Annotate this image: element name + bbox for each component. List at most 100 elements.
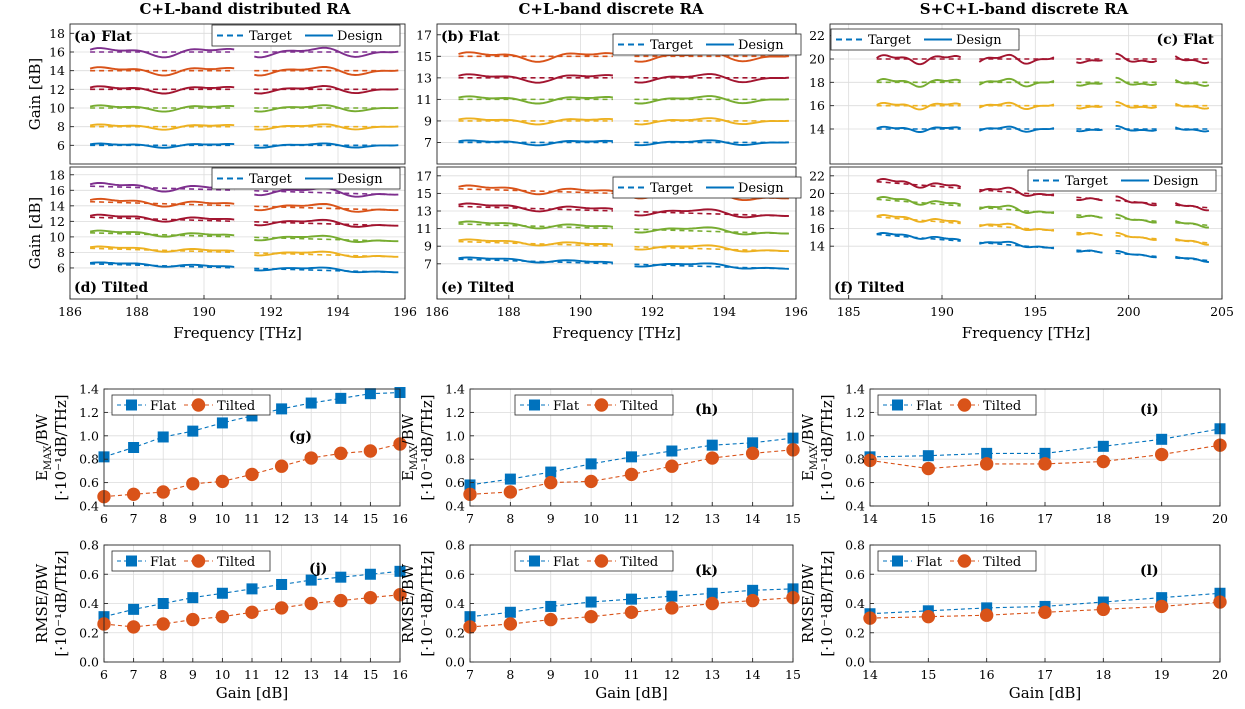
design-line-f-2-4 [1174, 219, 1210, 229]
y-tick-label-d-0: 6 [57, 260, 65, 275]
y-tick-label-i-2: 0.8 [845, 452, 865, 467]
design-line-c-2-1 [978, 77, 1055, 88]
y-tick-label-e-1: 9 [424, 239, 432, 254]
x-tick-label-j-10: 16 [392, 667, 408, 682]
design-line-e-1-0 [458, 238, 614, 247]
x-tick-label-g-2: 8 [159, 511, 167, 526]
point-g-flat-8 [335, 392, 347, 404]
design-line-c-2-3 [1115, 76, 1158, 86]
point-j-tilted-8 [334, 593, 348, 608]
legend-tilted-label-j: Tilted [217, 555, 255, 570]
y-tick-label-j-0: 0.0 [79, 655, 99, 670]
panel-j: 6 7 8 9 10 11 12 13 14 15 16 0.0 0.2 0.4 0.6 0.8 RMSE/BW… [33, 538, 408, 703]
design-line-c-0-2 [1076, 128, 1103, 133]
x-tick-label-e-1: 188 [497, 304, 521, 319]
point-j-tilted-4 [215, 609, 230, 624]
y-tick-label-b-3: 13 [416, 70, 432, 85]
panel-label-b: (b) Flat [441, 29, 500, 45]
y-tick-label-d-4: 14 [49, 198, 65, 213]
design-line-f-3-3 [1115, 195, 1157, 207]
x-axis-label-k: Gain [dB] [595, 684, 667, 702]
panel-label-a: (a) Flat [74, 29, 133, 45]
legend-a: Target Design [211, 24, 401, 47]
x-tick-label-g-5: 11 [244, 511, 260, 526]
design-line-b-0-1 [634, 139, 789, 147]
point-k-flat-6 [706, 587, 718, 599]
x-tick-label-f-4: 205 [1210, 304, 1234, 319]
target-line-e-2-0 [458, 223, 613, 230]
design-line-c-2-0 [876, 78, 962, 88]
y-axis-label-main-j: RMSE/BW [33, 563, 51, 643]
legend-tilted-marker-g [191, 398, 206, 412]
design-line-a-5-0 [89, 47, 235, 59]
x-tick-label-i-4: 18 [1095, 511, 1111, 526]
legend-tilted-label-h: Tilted [620, 399, 658, 414]
point-j-flat-7 [305, 574, 317, 586]
x-axis-label-l: Gain [dB] [1009, 684, 1081, 702]
point-g-flat-9 [364, 388, 376, 400]
x-tick-label-l-1: 15 [920, 667, 936, 682]
y-tick-label-d-3: 12 [49, 214, 65, 229]
y-tick-label-e-0: 7 [424, 256, 432, 271]
design-line-b-3-0 [458, 73, 613, 84]
point-j-flat-8 [335, 571, 347, 583]
series-line-g-flat [103, 391, 401, 458]
x-tick-label-h-0: 7 [466, 511, 474, 526]
x-tick-label-g-4: 10 [214, 511, 230, 526]
y-tick-label-k-1: 0.2 [445, 625, 465, 640]
design-line-e-0-0 [458, 256, 613, 264]
legend-flat-marker-h [529, 399, 540, 411]
legend-tilted-marker-k [594, 554, 609, 568]
design-line-c-1-0 [876, 101, 961, 111]
x-tick-label-f-2: 195 [1023, 304, 1047, 319]
y-tick-label-g-0: 0.4 [79, 499, 99, 514]
design-line-b-2-1 [634, 95, 789, 105]
x-tick-label-f-3: 200 [1117, 304, 1141, 319]
point-j-flat-1 [128, 603, 140, 615]
x-tick-label-l-3: 17 [1037, 667, 1053, 682]
plot-area-a [70, 24, 405, 164]
design-line-f-0-0 [876, 232, 962, 242]
y-tick-label-a-5: 16 [49, 45, 65, 60]
point-h-tilted-4 [624, 467, 639, 482]
design-line-f-1-2 [1076, 232, 1103, 237]
target-line-d-4-0 [90, 200, 235, 207]
y-tick-label-k-4: 0.8 [445, 538, 465, 553]
y-tick-label-f-4: 22 [809, 168, 825, 183]
y-tick-label-e-3: 13 [416, 204, 432, 219]
legend-k: Flat Tilted [514, 550, 674, 572]
x-tick-label-j-1: 7 [130, 667, 138, 682]
column-title-1: C+L-band distributed RA [140, 0, 351, 18]
design-line-f-2-0 [876, 196, 962, 206]
legend-i: Flat Tilted [877, 394, 1037, 416]
target-line-f-3-1 [979, 188, 1055, 197]
point-g-flat-2 [157, 431, 169, 443]
x-tick-label-l-0: 14 [862, 667, 878, 682]
y-axis-label-main-k: RMSE/BW [399, 563, 417, 643]
design-line-e-1-1 [634, 244, 789, 253]
point-h-flat-6 [706, 439, 718, 451]
legend-flat-label-j: Flat [150, 555, 177, 570]
point-j-flat-6 [276, 578, 288, 590]
y-tick-label-d-6: 18 [49, 167, 65, 182]
y-axis-label-k: RMSE/BW [·10⁻¹dB/THz] [399, 550, 436, 656]
axes-box-e [436, 166, 797, 300]
x-tick-label-l-4: 18 [1095, 667, 1111, 682]
y-tick-label-f-3: 20 [809, 186, 825, 201]
y-axis-label-i: EMAX/BW [·10⁻¹dB/THz] [799, 394, 836, 500]
design-line-c-1-3 [1115, 100, 1158, 109]
y-tick-label-h-5: 1.4 [445, 382, 465, 397]
design-line-e-3-0 [458, 202, 614, 213]
x-tick-label-d-2: 190 [192, 304, 216, 319]
x-tick-label-k-5: 12 [664, 667, 680, 682]
legend-target-label-a: Target [249, 29, 293, 44]
point-i-flat-3 [1039, 447, 1051, 459]
y-axis-label-main-g: EMAX/BW [33, 413, 54, 481]
x-tick-label-g-10: 16 [392, 511, 408, 526]
y-tick-label-h-4: 1.2 [445, 405, 465, 420]
point-i-flat-5 [1156, 433, 1168, 445]
y-axis-units-h: [·10⁻¹dB/THz] [418, 394, 436, 500]
design-line-f-0-1 [979, 240, 1055, 249]
legend-target-label-f: Target [1065, 174, 1109, 189]
point-i-tilted-3 [1038, 457, 1052, 471]
